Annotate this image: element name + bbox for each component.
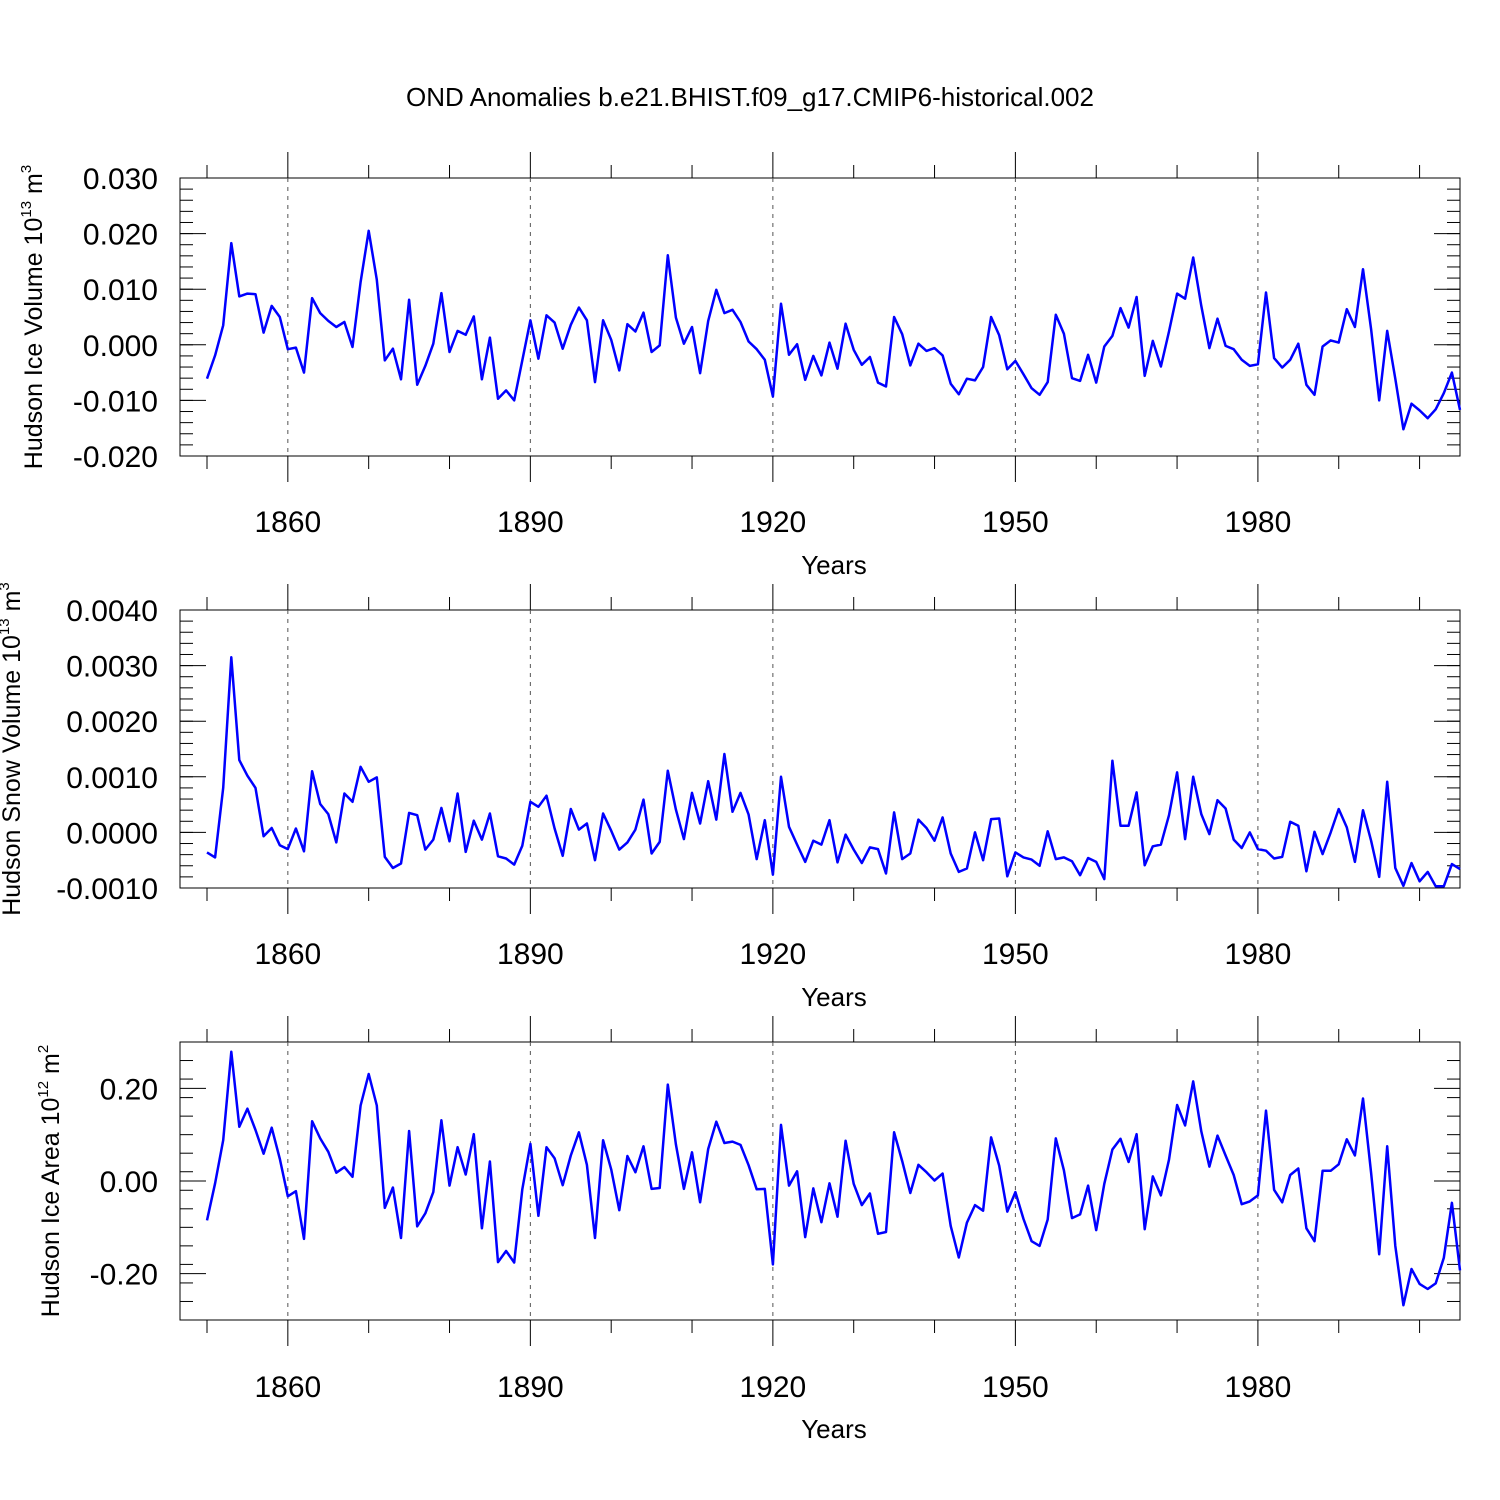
- x-tick-label: 1980: [1225, 506, 1292, 539]
- y-tick-label: 0.0020: [66, 706, 158, 739]
- y-axis-label-exponent: 12: [35, 1081, 52, 1098]
- x-tick-label: 1890: [497, 1371, 564, 1404]
- y-tick-label: 0.0040: [66, 595, 158, 628]
- x-tick-label: 1920: [739, 1371, 806, 1404]
- y-tick-label: 0.00: [100, 1166, 158, 1199]
- x-tick-label: 1950: [982, 506, 1049, 539]
- x-tick-label: 1860: [254, 506, 321, 539]
- y-tick-label: 0.0010: [66, 762, 158, 795]
- y-tick-label: -0.0010: [56, 873, 158, 906]
- y-tick-label: 0.030: [83, 163, 158, 196]
- y-axis-label-unit: m: [37, 1053, 65, 1081]
- x-tick-label: 1890: [497, 938, 564, 971]
- x-axis-label: Years: [801, 550, 867, 580]
- y-axis-label-unit-exponent: 3: [18, 165, 35, 173]
- y-axis-label-unit: m: [20, 173, 48, 201]
- y-axis-label-unit-exponent: 3: [0, 582, 13, 590]
- x-tick-label: 1920: [739, 506, 806, 539]
- y-tick-label: 0.020: [83, 219, 158, 252]
- y-axis-label-exponent: 13: [0, 618, 13, 635]
- y-tick-label: 0.0030: [66, 651, 158, 684]
- x-tick-label: 1860: [254, 1371, 321, 1404]
- y-tick-label: 0.000: [83, 330, 158, 363]
- plot-frame: [179, 609, 1461, 889]
- x-tick-label: 1920: [739, 938, 806, 971]
- y-axis-label-unit-exponent: 2: [35, 1045, 52, 1053]
- panel-1: 1860 1890 1920 1950 1980 -0.020 -0.010 0.000 0.0…: [18, 152, 1462, 580]
- y-axis-label: Hudson Ice Volume 1013 m3: [18, 165, 48, 469]
- panel-2: 1860 1890 1920 1950 1980 -0.0010 0.0000 0.0010 0…: [0, 582, 1461, 1012]
- y-axis-label: Hudson Snow Volume 1013 m3: [0, 582, 26, 916]
- y-axis-label-text: Hudson Ice Volume 10: [20, 218, 48, 470]
- y-tick-label: 0.010: [83, 274, 158, 307]
- y-axis-label-unit: m: [0, 591, 26, 619]
- y-tick-label: 0.20: [100, 1073, 158, 1106]
- x-tick-label: 1890: [497, 506, 564, 539]
- figure-title: OND Anomalies b.e21.BHIST.f09_g17.CMIP6-…: [406, 82, 1094, 112]
- panels: 1860 1890 1920 1950 1980 -0.020 -0.010 0.000 0.0…: [0, 152, 1462, 1444]
- y-axis-label-text: Hudson Ice Area 10: [37, 1098, 65, 1318]
- y-axis-label: Hudson Ice Area 1012 m2: [35, 1045, 65, 1317]
- series-line: [205, 229, 1462, 431]
- y-tick-label: -0.010: [73, 385, 158, 418]
- y-axis-label-text: Hudson Snow Volume 10: [0, 635, 26, 916]
- x-tick-label: 1950: [982, 938, 1049, 971]
- y-tick-label: -0.020: [73, 441, 158, 474]
- series-line: [205, 1050, 1462, 1307]
- x-tick-label: 1980: [1225, 1371, 1292, 1404]
- x-tick-label: 1860: [254, 938, 321, 971]
- panel-3: 1860 1890 1920 1950 1980 -0.20 0.00 0.20 Years Hu…: [35, 1016, 1462, 1444]
- x-axis-label: Years: [801, 1414, 867, 1444]
- series-line: [206, 656, 1461, 888]
- x-tick-label: 1980: [1225, 938, 1292, 971]
- y-axis-label-exponent: 13: [18, 201, 35, 218]
- x-tick-label: 1950: [982, 1371, 1049, 1404]
- y-tick-label: -0.20: [90, 1259, 158, 1292]
- plot-frame: [179, 177, 1461, 457]
- y-tick-label: 0.0000: [66, 817, 158, 850]
- x-axis-label: Years: [801, 982, 867, 1012]
